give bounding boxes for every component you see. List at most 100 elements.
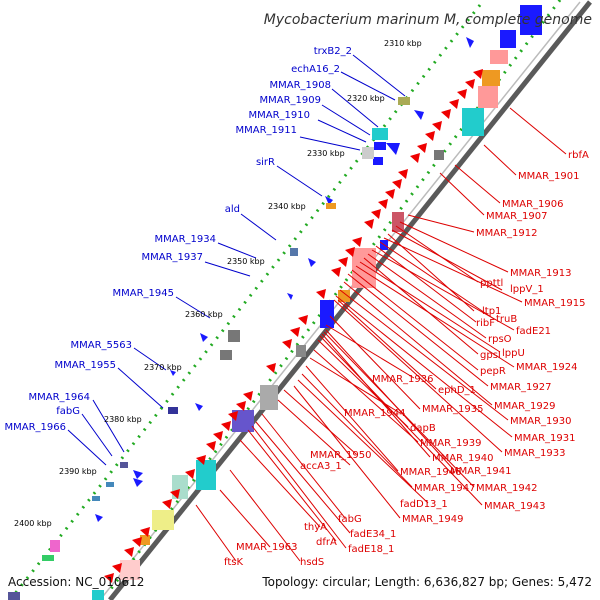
gene-label[interactable]: MMAR_1933 (504, 448, 566, 459)
right-connectors (195, 107, 567, 562)
kbp-tick: 2320 kbp (347, 94, 385, 103)
gene-label[interactable]: MMAR_1915 (524, 298, 586, 309)
gene-label[interactable]: MMAR_1955 (55, 360, 117, 371)
gene-label[interactable]: MMAR_1966 (5, 422, 67, 433)
gene-label[interactable]: accA3_1 (300, 461, 342, 472)
gene-label[interactable]: MMAR_1930 (510, 416, 572, 427)
gene-arrow (170, 370, 176, 376)
gene-label[interactable]: MMAR_1950 (310, 450, 372, 461)
gene-label[interactable]: fadE18_1 (348, 544, 394, 555)
gene-label[interactable]: MMAR_5563 (71, 340, 133, 351)
gene-label[interactable]: MMAR_1963 (236, 542, 298, 553)
gene-label[interactable]: ppttl (480, 278, 503, 289)
gene-label[interactable]: MMAR_1943 (484, 501, 546, 512)
right-feature-blocks (92, 5, 542, 600)
gene-label[interactable]: MMAR_1936 (372, 374, 434, 385)
gene-label[interactable]: rbfA (568, 150, 589, 161)
gene-label[interactable]: dfrA (316, 537, 337, 548)
gene-arrow (466, 37, 474, 48)
gene-label[interactable]: fadE34_1 (350, 529, 396, 540)
gene-label[interactable]: fadD13_1 (400, 499, 448, 510)
blue-features (92, 37, 474, 522)
right-gene-labels: rbfA MMAR_1901 MMAR_1906 MMAR_1907 MMAR_… (224, 150, 589, 568)
gene-label[interactable]: fabG (56, 406, 80, 417)
gene-label[interactable]: ftsK (224, 557, 243, 568)
gene-label[interactable]: MMAR_1937 (142, 252, 204, 263)
gene-label[interactable]: MMAR_1906 (502, 199, 564, 210)
gene-box (373, 157, 383, 165)
gene-arrow (133, 478, 143, 487)
gene-label[interactable]: MMAR_1934 (155, 234, 217, 245)
gene-label[interactable]: gpsI (480, 350, 501, 361)
gene-arrow (287, 293, 293, 300)
gene-arrow (414, 110, 424, 120)
gene-label[interactable]: MMAR_1939 (420, 438, 482, 449)
gene-arrow (200, 333, 208, 342)
gene-label[interactable]: thyA (304, 522, 327, 533)
gene-label[interactable]: truB (496, 314, 517, 325)
gene-box (120, 462, 128, 468)
gene-label[interactable]: MMAR_1931 (514, 433, 576, 444)
gene-label[interactable]: MMAR_1949 (402, 514, 464, 525)
gene-label[interactable]: MMAR_1911 (236, 125, 298, 136)
gene-label[interactable]: lppV_1 (510, 284, 544, 295)
gene-label[interactable]: MMAR_1907 (486, 211, 548, 222)
gene-label[interactable]: MMAR_1944 (344, 408, 406, 419)
kbp-tick: 2330 kbp (307, 149, 345, 158)
accession-text: Accession: NC_010612 (8, 575, 144, 589)
gene-label[interactable]: rpsO (488, 334, 512, 345)
left-gene-labels: trxB2_2 echA16_2 MMAR_1908 MMAR_1909 MMA… (5, 46, 353, 433)
gene-label[interactable]: MMAR_1909 (260, 95, 322, 106)
red-gene-arrows (104, 69, 483, 583)
scale-ticks: 2310 kbp 2320 kbp 2330 kbp 2340 kbp 2350… (14, 39, 422, 528)
gene-label[interactable]: ltp1 (482, 306, 501, 317)
gene-arrow (195, 403, 203, 411)
gene-label[interactable]: MMAR_1910 (249, 110, 311, 121)
gene-arrow (325, 196, 333, 205)
map-title: Mycobacterium marinum M, complete genome (264, 12, 592, 28)
kbp-tick: 2310 kbp (384, 39, 422, 48)
kbp-tick: 2390 kbp (59, 467, 97, 476)
gene-label[interactable]: lppU (502, 348, 525, 359)
kbp-tick: 2380 kbp (104, 415, 142, 424)
genome-summary: Topology: circular; Length: 6,636,827 bp… (261, 575, 592, 589)
gene-label[interactable]: trxB2_2 (314, 46, 352, 57)
gene-label[interactable]: MMAR_1942 (476, 483, 538, 494)
gene-label[interactable]: MMAR_1901 (518, 171, 580, 182)
gene-label[interactable]: MMAR_1913 (510, 268, 572, 279)
gene-label[interactable]: MMAR_1941 (450, 466, 512, 477)
gene-label[interactable]: ephD_1 (438, 385, 476, 396)
gene-label[interactable]: pepR (480, 366, 506, 377)
kbp-tick: 2370 kbp (144, 363, 182, 372)
gene-label[interactable]: MMAR_1946 (400, 467, 462, 478)
left-connectors (67, 54, 406, 466)
kbp-tick: 2340 kbp (268, 202, 306, 211)
gene-box (92, 496, 100, 501)
gene-label[interactable]: dapB (410, 423, 436, 434)
gene-label[interactable]: fadE21 (516, 326, 551, 337)
gene-label[interactable]: MMAR_1924 (516, 362, 578, 373)
gene-label[interactable]: hsdS (300, 557, 324, 568)
gene-label[interactable]: MMAR_1964 (29, 392, 91, 403)
gene-arrow (386, 143, 400, 155)
gene-box (290, 248, 298, 256)
gene-label[interactable]: echA16_2 (291, 64, 340, 75)
gene-label[interactable]: MMAR_1935 (422, 404, 484, 415)
gene-label[interactable]: MMAR_1947 (414, 483, 476, 494)
gene-label[interactable]: sirR (256, 157, 275, 168)
gene-arrow (133, 470, 143, 479)
kbp-tick: 2400 kbp (14, 519, 52, 528)
gene-label[interactable]: ribF (476, 318, 495, 329)
gene-box (374, 142, 386, 150)
gene-arrow (308, 258, 316, 267)
gene-label[interactable]: MMAR_1927 (490, 382, 552, 393)
gene-label[interactable]: ald (225, 204, 240, 215)
gene-box (168, 407, 178, 414)
gene-label[interactable]: fabG (338, 514, 362, 525)
gene-label[interactable]: MMAR_1940 (432, 453, 494, 464)
gene-label[interactable]: MMAR_1929 (494, 401, 556, 412)
gene-label[interactable]: MMAR_1912 (476, 228, 538, 239)
gene-label[interactable]: MMAR_1908 (270, 80, 332, 91)
gene-label[interactable]: MMAR_1945 (113, 288, 175, 299)
